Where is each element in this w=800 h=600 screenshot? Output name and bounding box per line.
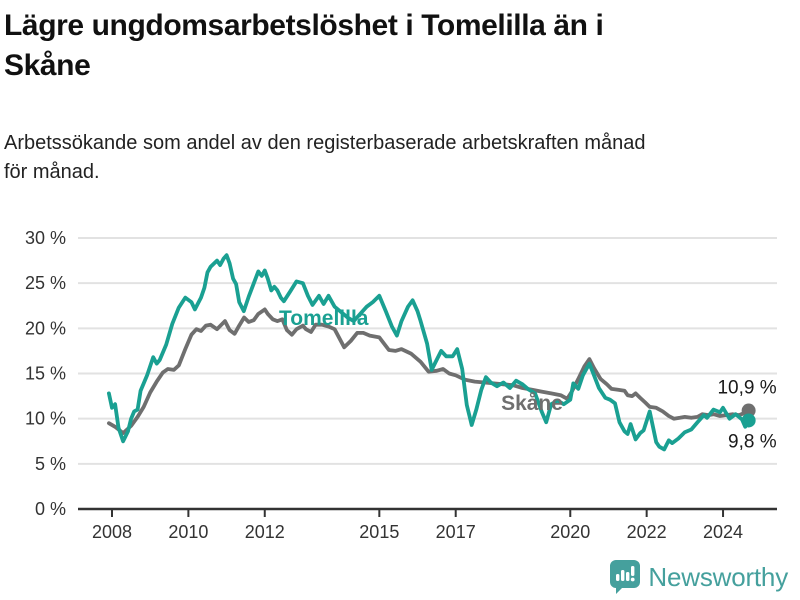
y-tick-label: 10 % <box>25 409 66 429</box>
series-line-skåne <box>107 307 751 436</box>
y-tick-label: 5 % <box>35 454 66 474</box>
end-value-label-skåne: 10,9 % <box>717 378 776 399</box>
newsworthy-logo-icon <box>610 560 641 594</box>
data-series <box>107 253 751 452</box>
brand-text: Newsworthy <box>648 561 788 592</box>
subtitle-line-2: för månad. <box>4 161 100 183</box>
logo-exclamation-dot <box>631 577 636 582</box>
x-tick-label: 2012 <box>245 522 285 542</box>
end-dot-tomelilla <box>741 413 756 428</box>
x-tick-label: 2020 <box>550 522 590 542</box>
y-tick-label: 30 % <box>25 228 66 248</box>
end-dot-skåne <box>741 403 756 418</box>
subtitle-line-1: Arbetssökande som andel av den registerb… <box>4 132 646 154</box>
page-subtitle: Arbetssökande som andel av den registerb… <box>4 129 784 187</box>
logo-bar-2 <box>621 570 625 581</box>
x-tick-label: 2008 <box>92 522 132 542</box>
x-tick-label: 2010 <box>168 522 208 542</box>
y-tick-label: 0 % <box>35 499 66 519</box>
end-value-label-tomelilla: 9,8 % <box>728 431 777 452</box>
logo-speech-bubble <box>610 560 641 594</box>
x-tick-label: 2015 <box>359 522 399 542</box>
title-line-2: Skåne <box>4 49 91 82</box>
footer-brand: Newsworthy <box>610 560 788 594</box>
y-tick-label: 20 % <box>25 318 66 338</box>
series-line-tomelilla <box>107 253 751 452</box>
y-tick-label: 15 % <box>25 364 66 384</box>
series-label-skåne: Skåne <box>501 392 563 415</box>
x-tick-label: 2022 <box>627 522 667 542</box>
x-tick-label: 2024 <box>703 522 743 542</box>
logo-bar-1 <box>616 574 620 581</box>
gridlines <box>78 237 777 465</box>
x-tick-label: 2017 <box>436 522 476 542</box>
axes: 0 % 5 % 10 % 15 % 20 % 25 % 30 % 2008 2010 2012 20… <box>25 228 777 542</box>
series-label-tomelilla: Tomelilla <box>279 307 369 330</box>
title-line-1: Lägre ungdomsarbetslöshet i Tomelilla än… <box>4 9 604 42</box>
logo-exclamation-bar <box>631 566 635 576</box>
page-title: Lägre ungdomsarbetslöshet i Tomelilla än… <box>4 6 796 86</box>
series-end-dots <box>741 403 756 428</box>
y-tick-label: 25 % <box>25 273 66 293</box>
series-labels: Skåne 10,9 % Tomelilla 9,8 % <box>279 307 777 452</box>
logo-bar-3 <box>626 572 630 581</box>
